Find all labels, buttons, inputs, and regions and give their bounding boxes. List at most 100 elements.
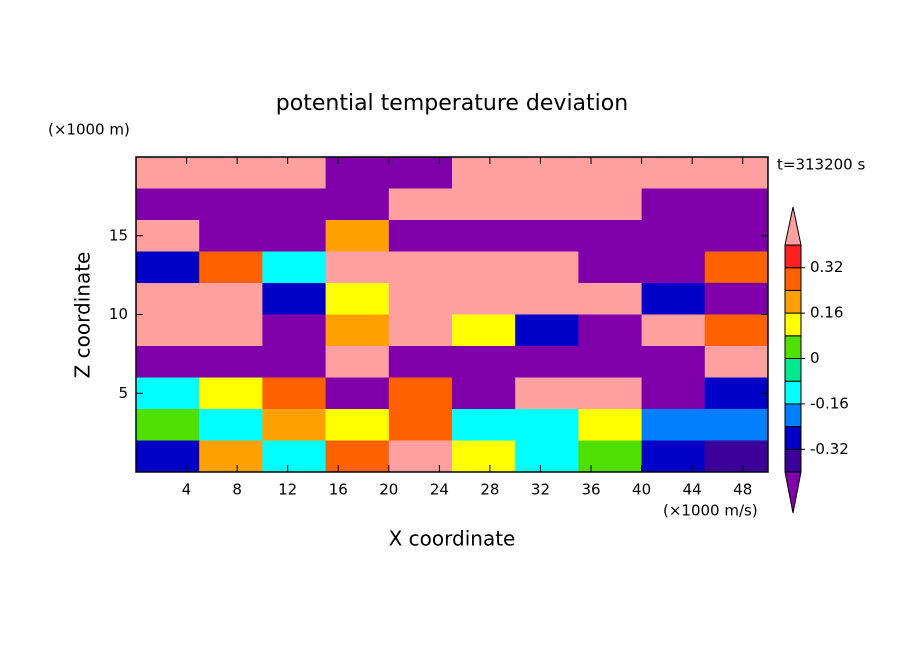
x-tick-label: 20 (379, 481, 398, 499)
contour-cell (515, 251, 579, 284)
chart-title: potential temperature deviation (276, 91, 628, 116)
x-axis-title: X coordinate (389, 527, 516, 551)
x-tick-label: 44 (683, 481, 702, 499)
x-tick-label: 8 (232, 481, 242, 499)
y-tick-label: 15 (109, 226, 128, 244)
contour-cell (641, 220, 706, 252)
colorbar-label: 0 (810, 349, 820, 367)
contour-cell (704, 377, 769, 410)
y-tick-label: 10 (109, 305, 128, 323)
contour-cell (452, 440, 516, 473)
contour-cell (515, 440, 579, 473)
contour-cell (199, 283, 263, 315)
contour-cell (136, 157, 200, 189)
colorbar-box (784, 289, 802, 314)
contour-cell (136, 283, 200, 315)
contour-cell (388, 251, 453, 284)
colorbar-box (784, 380, 802, 405)
x-tick-label: 16 (329, 481, 348, 499)
contour-cell (136, 251, 200, 284)
contour-cell (452, 346, 516, 378)
contour-cell (325, 314, 390, 347)
contour-cell (325, 251, 390, 284)
contour-cell (578, 377, 643, 410)
contour-cell (388, 346, 453, 378)
contour-cell (262, 440, 327, 473)
contour-cell (641, 251, 706, 284)
contour-cell (704, 346, 769, 378)
contour-cell (199, 188, 263, 221)
contour-cell (578, 346, 643, 378)
x-tick-label: 28 (480, 481, 499, 499)
contour-cell (452, 188, 516, 221)
contour-cell (325, 157, 390, 189)
contour-cell (515, 157, 579, 189)
contour-cell (325, 440, 390, 473)
contour-cell (388, 188, 453, 221)
contour-cell (578, 251, 643, 284)
colorbar-label: 0.16 (810, 304, 843, 322)
contour-cell (515, 377, 579, 410)
contour-cell (515, 283, 579, 315)
contour-cell (704, 251, 769, 284)
contour-cell (704, 283, 769, 315)
x-tick-label: 36 (581, 481, 600, 499)
contour-cell (325, 220, 390, 252)
colorbar-label: -0.32 (810, 440, 849, 458)
x-tick-label: 40 (632, 481, 651, 499)
contour-cell (641, 283, 706, 315)
y-unit: (×1000 m) (48, 121, 130, 139)
x-tick-label: 24 (430, 481, 449, 499)
contour-cell (199, 409, 263, 441)
contour-cell (578, 283, 643, 315)
contour-cell (136, 188, 200, 221)
contour-cell (136, 346, 200, 378)
contour-cell (641, 377, 706, 410)
contour-cell (578, 188, 643, 221)
contour-cell (515, 409, 579, 441)
contour-cell (262, 251, 327, 284)
contour-cell (515, 314, 579, 347)
colorbar-box (784, 312, 802, 337)
x-tick-label: 4 (182, 481, 192, 499)
contour-cell (641, 314, 706, 347)
contour-cell (704, 220, 769, 252)
contour-cell (641, 188, 706, 221)
colorbar-box (784, 426, 802, 450)
colorbar-box (784, 448, 802, 473)
contour-cell (388, 377, 453, 410)
contour-cell (704, 440, 769, 473)
contour-cell (452, 377, 516, 410)
contour-cell (199, 346, 263, 378)
contour-cell (199, 251, 263, 284)
colorbar-under (784, 471, 802, 514)
contour-cell (262, 346, 327, 378)
contour-cell (136, 314, 200, 347)
contour-cell (578, 314, 643, 347)
colorbar-box (784, 403, 802, 428)
contour-cell (262, 409, 327, 441)
contour-cell (199, 377, 263, 410)
colorbar-label: -0.16 (810, 394, 849, 412)
contour-cell (641, 440, 706, 473)
contour-cell (199, 157, 263, 189)
x-unit: (×1000 m/s) (663, 502, 758, 520)
colorbar-box (784, 358, 802, 382)
contour-cell (136, 377, 200, 410)
contour-cell (578, 440, 643, 473)
contour-cell (515, 188, 579, 221)
contour-cell (325, 283, 390, 315)
contour-cell (388, 314, 453, 347)
contour-cell (262, 157, 327, 189)
contour-cell (199, 440, 263, 473)
colorbar-label: 0.32 (810, 258, 843, 276)
contour-cell (515, 346, 579, 378)
contour-cell (452, 220, 516, 252)
contour-cell (388, 157, 453, 189)
contour-cell (136, 409, 200, 441)
contour-cell (388, 283, 453, 315)
contour-cell (452, 314, 516, 347)
time-label: t=313200 s (777, 156, 865, 174)
contour-cell (452, 409, 516, 441)
